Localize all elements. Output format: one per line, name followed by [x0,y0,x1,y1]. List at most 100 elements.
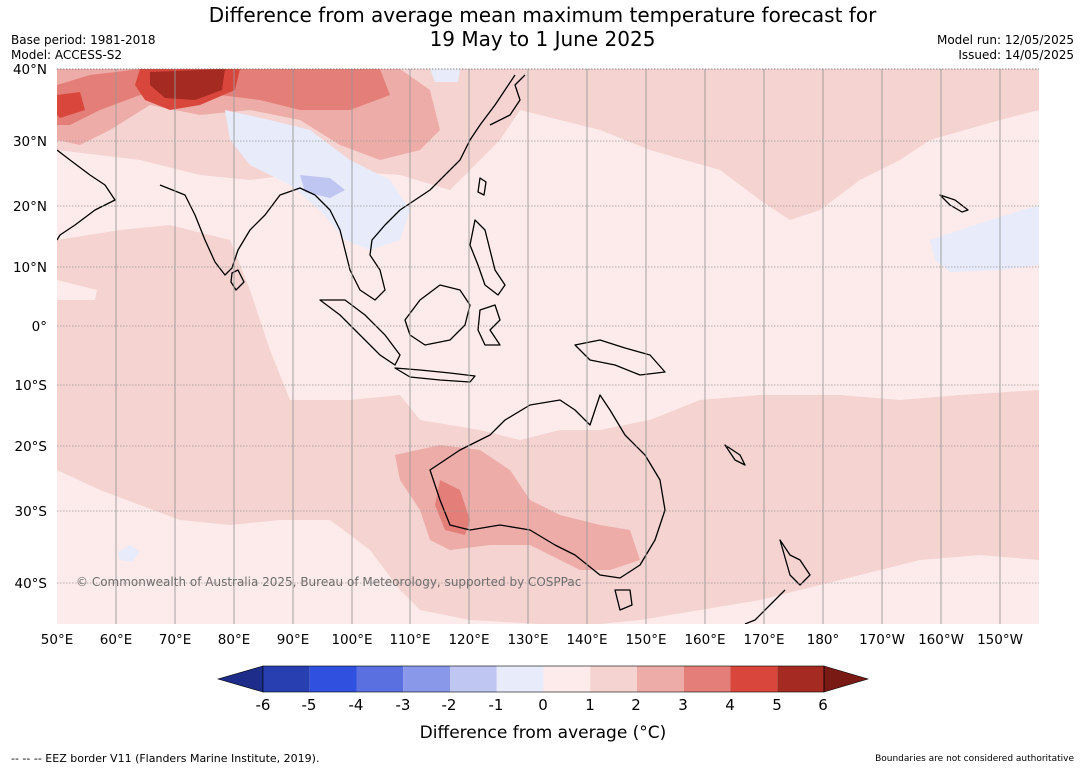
coastline-new-guinea [574,339,666,376]
lon-label: 70°E [159,632,191,648]
lat-label: 0° [32,319,47,335]
lon-label: 170°E [743,632,784,648]
lon-label: 150°E [625,632,666,648]
model-run-date: Model run: 12/05/2025 [936,33,1074,47]
longitude-lines [115,69,1001,624]
colorbar-tick: -4 [349,696,364,714]
colorbar [216,665,870,693]
coastline-sumatra [319,299,401,366]
colorbar-extend-max [823,665,870,693]
colorbar-swatch [730,666,778,692]
colorbar-tick: 3 [678,696,688,714]
anomaly-region [300,175,345,198]
chart-title: Difference from average mean maximum tem… [0,3,1085,51]
lon-label: 130°E [507,632,548,648]
copyright-notice: © Commonwealth of Australia 2025, Bureau… [76,575,581,589]
lon-label: 50°E [41,632,73,648]
lon-label: 110°E [389,632,430,648]
lon-label: 160°E [684,632,725,648]
colorbar-swatch [403,666,450,692]
lat-label: 20°N [13,199,47,215]
lat-label: 10°N [13,260,47,276]
colorbar-tick: 1 [585,696,595,714]
coastline-indochina-china [314,74,516,301]
lon-label: 100°E [331,632,372,648]
lon-label: 90°E [277,632,309,648]
colorbar-swatch [496,666,544,692]
lat-label: 30°N [13,134,47,150]
boundaries-disclaimer: Boundaries are not considered authoritat… [875,754,1074,764]
coastline-taiwan [477,177,487,196]
anomaly-region [57,225,1039,624]
coastline-tasmania [614,589,633,611]
colorbar-swatch [309,666,357,692]
coastlines [57,74,969,624]
colorbar-tick: 6 [818,696,828,714]
colorbar-swatch [263,666,310,692]
coastline-philippines [469,219,506,296]
lon-label: 150°W [977,632,1023,648]
coastline-sri-lanka [230,269,245,291]
lon-label: 160°W [918,632,964,648]
lon-label: 80°E [218,632,250,648]
colorbar-tick: 4 [725,696,735,714]
lon-label: 170°W [859,632,905,648]
coastline-new-caledonia [724,444,746,466]
colorbar-tick: 5 [772,696,782,714]
colorbar-swatch [683,666,731,692]
colorbar-swatch [450,666,497,692]
lon-label: 140°E [566,632,607,648]
model-info: Base period: 1981-2018 Model: ACCESS-S2 [11,33,156,63]
colorbar-tick: -3 [396,696,411,714]
issued-date: Issued: 14/05/2025 [958,48,1074,62]
colorbar-swatch [356,666,404,692]
lat-label: 30°S [15,504,48,520]
anomaly-region [430,69,460,82]
anomaly-region [57,92,85,118]
coastline-sulawesi [477,304,501,346]
coastline-hawaii [939,194,969,213]
run-info: Model run: 12/05/2025 Issued: 14/05/2025 [937,33,1074,63]
colorbar-swatch [590,666,637,692]
coastline-borneo [404,284,471,346]
lon-label: 180° [807,632,840,648]
lon-label: 120°E [448,632,489,648]
colorbar-title: Difference from average (°C) [420,723,667,743]
colorbar-outline [262,665,825,693]
colorbar-swatch [637,666,684,692]
model-name: Model: ACCESS-S2 [11,48,123,62]
anomaly-region [57,280,97,300]
coastline-new-zealand-south [744,589,786,624]
anomaly-field [57,69,1039,624]
anomaly-region [395,445,640,570]
colorbar-tick: 0 [538,696,548,714]
eez-note: -- -- -- EEZ border V11 (Flanders Marine… [11,752,320,765]
lat-label: 20°S [15,439,48,455]
colorbar-tick-labels: -6 -5 -4 -3 -2 -1 0 1 2 3 4 5 6 [256,696,828,714]
lon-label: 60°E [100,632,132,648]
colorbar-tick: 2 [631,696,641,714]
colorbar-tick: -2 [442,696,457,714]
anomaly-region [435,480,470,535]
coastline-java [394,367,476,383]
longitude-labels: 50°E 60°E 70°E 80°E 90°E 100°E 110°E 120… [41,632,1023,648]
anomaly-region [930,205,1039,272]
coastline-japan [489,74,526,126]
coastline-new-zealand-north [779,539,811,586]
lat-label: 10°S [15,378,48,394]
colorbar-tick: -1 [489,696,504,714]
anomaly-region [150,69,225,100]
colorbar-tick: -5 [302,696,317,714]
colorbar-swatch [777,666,824,692]
coastline-australia [429,394,666,579]
title-line-1: Difference from average mean maximum tem… [208,3,877,27]
colorbar-swatch [543,666,591,692]
title-line-2: 19 May to 1 June 2025 [429,27,656,51]
colorbar-tick: -6 [256,696,271,714]
lat-label: 40°S [15,576,48,592]
coastline-india [159,184,316,276]
lat-label: 40°N [13,62,47,78]
base-period: Base period: 1981-2018 [11,33,156,47]
colorbar-extend-min [216,665,264,693]
